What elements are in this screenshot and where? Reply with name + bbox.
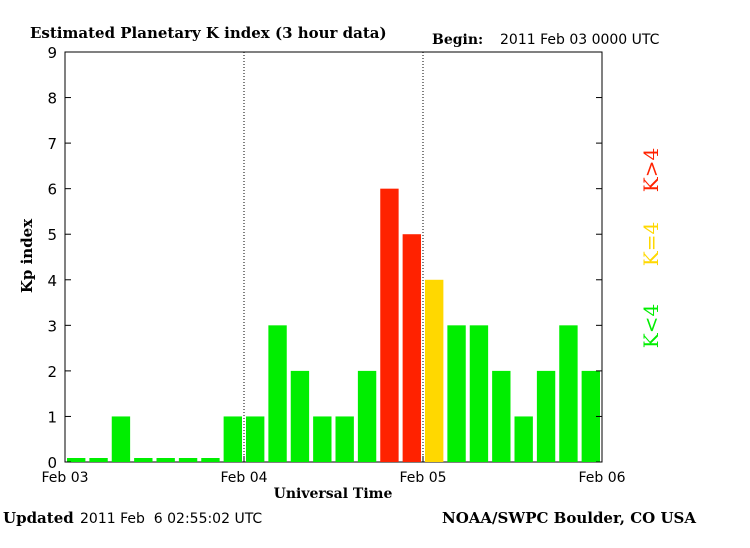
y-tick-label: 3: [47, 317, 57, 335]
kp-bar: [290, 370, 310, 462]
kp-bar: [335, 416, 354, 462]
updated-value: 2011 Feb 6 02:55:02 UTC: [80, 511, 262, 527]
y-tick-label: 4: [47, 272, 57, 290]
y-tick-label: 7: [47, 135, 57, 153]
kp-bar: [402, 234, 421, 462]
kp-bar: [89, 458, 108, 462]
kp-bar: [380, 188, 399, 462]
y-tick-label: 5: [47, 226, 57, 244]
kp-bar: [246, 416, 265, 462]
y-tick-label: 2: [47, 363, 57, 381]
y-tick-label: 8: [47, 90, 57, 108]
x-tick-label: Feb 04: [220, 470, 267, 486]
y-tick-label: 0: [47, 454, 57, 472]
kp-bar: [514, 416, 533, 462]
x-tick-label: Feb 05: [399, 470, 446, 486]
x-axis-ticks: Feb 03 Feb 04 Feb 05 Feb 06: [41, 456, 626, 486]
kp-bar: [223, 416, 242, 462]
kp-bar: [469, 325, 489, 462]
kp-bar: [559, 325, 578, 462]
x-axis-label: Universal Time: [274, 486, 393, 502]
legend-label: K<4: [639, 304, 663, 348]
y-axis-label: Kp index: [18, 218, 36, 293]
plot-frame: [64, 51, 603, 463]
kp-bar: [201, 458, 220, 462]
kp-bar: [268, 325, 287, 462]
bars: [67, 188, 600, 462]
kp-bar: [536, 370, 556, 462]
day-dividers: [243, 52, 424, 462]
updated-label: Updated: [3, 509, 74, 527]
kp-bar: [425, 279, 444, 462]
x-tick-label: Feb 06: [578, 470, 625, 486]
begin-value: 2011 Feb 03 0000 UTC: [500, 32, 660, 48]
y-tick-label: 6: [47, 181, 57, 199]
x-tick-label: Feb 03: [41, 470, 88, 486]
kp-bar: [134, 458, 153, 462]
kp-bar: [581, 370, 600, 462]
kp-bar: [357, 370, 377, 462]
kp-bar: [447, 325, 466, 462]
kp-bar: [111, 416, 131, 462]
y-axis-ticks: 0 1 2 3 4 5 6 7 8 9: [47, 44, 602, 472]
y-tick-label: 1: [47, 408, 57, 426]
credit-text: NOAA/SWPC Boulder, CO USA: [442, 509, 696, 527]
chart-title: Estimated Planetary K index (3 hour data…: [30, 24, 387, 42]
kp-bar: [313, 416, 332, 462]
y-tick-label: 9: [47, 44, 57, 62]
kp-bar: [492, 370, 511, 462]
legend-label: K=4: [639, 222, 663, 266]
kp-bar: [67, 458, 86, 462]
begin-label: Begin:: [432, 32, 483, 48]
kp-bar: [156, 458, 175, 462]
legend: K>4 K=4 K<4: [639, 148, 663, 348]
kp-bar: [178, 458, 198, 462]
legend-label: K>4: [639, 148, 663, 192]
